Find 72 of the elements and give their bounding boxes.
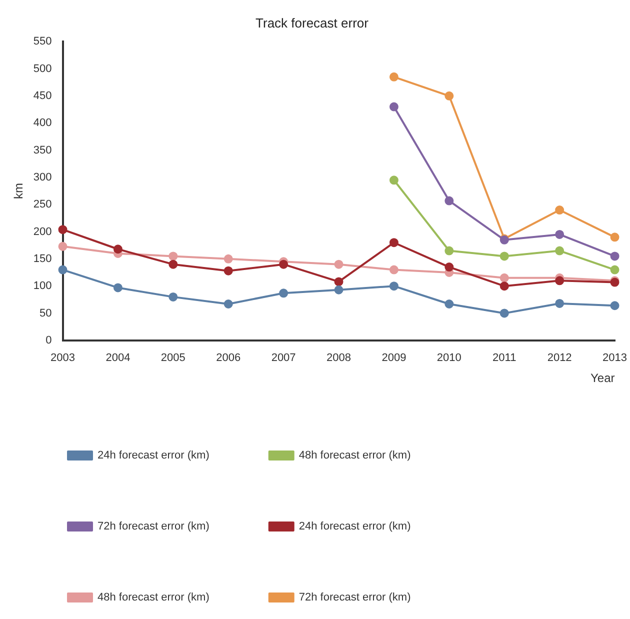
point [389, 238, 398, 248]
x-tick-label: 2004 [106, 352, 130, 364]
x-axis-title: Year [590, 371, 615, 386]
point [610, 265, 620, 274]
point [555, 276, 564, 286]
point [58, 242, 68, 251]
point [500, 282, 509, 291]
x-tick-label: 2005 [160, 352, 186, 364]
y-tick-label: 200 [33, 226, 52, 238]
y-tick-label: 400 [33, 117, 52, 130]
point [58, 265, 68, 274]
point [224, 254, 233, 264]
point [444, 262, 454, 272]
legend-label: 24h forecast error (km) [98, 450, 210, 462]
point [389, 72, 398, 82]
point [58, 225, 68, 234]
point [500, 273, 509, 282]
y-tick-label: 350 [33, 144, 52, 156]
point [224, 300, 233, 308]
point [444, 196, 454, 206]
point [113, 283, 122, 292]
y-tick-label: 150 [33, 252, 52, 265]
point [279, 288, 288, 298]
point [500, 252, 509, 261]
x-tick-label: 2003 [50, 352, 75, 364]
y-tick-label: 100 [33, 280, 52, 292]
point [168, 260, 178, 269]
point [555, 298, 564, 308]
y-tick-label: 550 [33, 36, 52, 48]
point [279, 260, 288, 269]
point [444, 91, 454, 100]
x-tick-label: 2007 [271, 352, 296, 364]
x-tick-label: 2006 [216, 352, 241, 364]
point [444, 300, 454, 308]
y-tick-label: 500 [33, 62, 52, 75]
x-tick-label: 2009 [382, 352, 406, 364]
x-tick-label: 2008 [326, 352, 351, 364]
chart-title: Track forecast error [256, 15, 370, 30]
y-axis-title: km [12, 183, 26, 199]
point [334, 260, 344, 269]
point [113, 244, 122, 254]
y-tick-label: 250 [33, 198, 52, 211]
x-tick-label: 2012 [547, 352, 572, 364]
legend-label: 24h forecast error (km) [298, 520, 411, 533]
legend-label: 48h forecast error (km) [298, 450, 411, 462]
point [555, 206, 564, 215]
point [610, 301, 620, 310]
point [555, 230, 564, 239]
legend-label: 72h forecast error (km) [98, 520, 210, 533]
point [610, 232, 620, 242]
point [389, 282, 398, 291]
point [555, 246, 564, 256]
point [389, 176, 398, 185]
y-tick-label: 0 [46, 334, 52, 346]
point [389, 265, 398, 274]
point [334, 277, 344, 286]
point [334, 285, 344, 294]
point [444, 246, 454, 256]
x-tick-label: 2010 [436, 352, 462, 364]
legend-label: 72h forecast error (km) [298, 592, 411, 604]
point [168, 292, 178, 302]
x-tick-label: 2013 [602, 352, 628, 364]
y-tick-label: 50 [40, 307, 52, 320]
point [389, 102, 398, 112]
point [500, 308, 509, 318]
legend-label: 48h forecast error (km) [98, 592, 210, 604]
y-tick-label: 300 [33, 171, 52, 184]
point [168, 252, 178, 261]
y-tick-label: 450 [33, 90, 52, 102]
point [610, 252, 620, 261]
x-tick-label: 2011 [492, 352, 516, 364]
point [224, 266, 233, 276]
